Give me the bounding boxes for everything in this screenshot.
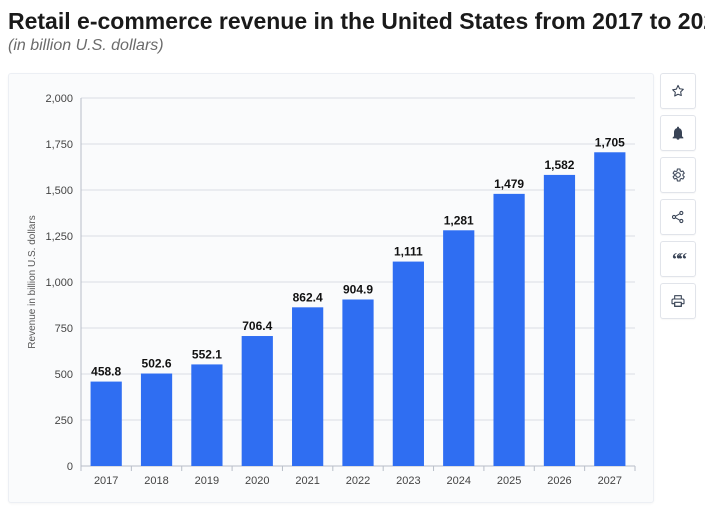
bar-value-label: 1,582 [544,158,574,172]
cite-button[interactable]: ““ [660,241,696,277]
page-title: Retail e-commerce revenue in the United … [8,8,705,35]
bell-icon [670,125,686,141]
bar [493,194,524,466]
y-tick-label: 0 [67,461,73,473]
x-tick-label: 2025 [497,475,521,487]
bar-value-label: 706.4 [242,319,272,333]
bar-value-label: 1,111 [394,245,423,259]
x-tick-label: 2017 [94,475,118,487]
share-icon [670,209,686,225]
bar [242,336,273,466]
y-tick-label: 750 [55,323,73,335]
notify-button[interactable] [660,115,696,151]
bar [91,382,122,466]
y-tick-label: 1,000 [45,277,73,289]
x-tick-label: 2022 [346,475,370,487]
bar [342,299,373,466]
x-tick-label: 2018 [144,475,168,487]
y-tick-label: 500 [55,369,73,381]
bar-value-label: 552.1 [192,347,222,361]
x-tick-label: 2021 [295,475,319,487]
bar [594,152,625,466]
star-icon [670,83,686,99]
chart-card: 0 250 500 750 1,000 1,250 1,500 1,750 2,000 Reven… [8,73,654,503]
y-axis-title: Revenue in billion U.S. dollars [27,215,38,348]
y-tick-label: 1,500 [45,185,73,197]
bar-value-label: 502.6 [142,357,172,371]
bar [443,230,474,466]
bar [141,374,172,466]
y-tick-label: 1,250 [45,231,73,243]
y-tick-label: 1,750 [45,139,73,151]
bar-value-label: 458.8 [91,365,121,379]
quote-icon: ““ [672,250,684,268]
x-tick-label: 2024 [446,475,470,487]
bar-value-label: 1,479 [494,177,524,191]
revenue-chart: 0 250 500 750 1,000 1,250 1,500 1,750 2,000 Reven… [19,88,641,492]
print-button[interactable] [660,283,696,319]
chart-toolbar: ““ [660,73,696,319]
bar [191,364,222,466]
favorite-button[interactable] [660,73,696,109]
y-tick-label: 250 [55,415,73,427]
x-tick-label: 2026 [547,475,571,487]
x-tick-label: 2027 [598,475,622,487]
page-subtitle: (in billion U.S. dollars) [8,37,705,55]
bar-value-label: 1,705 [595,135,625,149]
bar [292,307,323,466]
gear-icon [670,167,686,183]
bar [544,175,575,466]
bar [393,262,424,466]
bar-value-label: 904.9 [343,282,373,296]
settings-button[interactable] [660,157,696,193]
x-tick-label: 2019 [195,475,219,487]
share-button[interactable] [660,199,696,235]
print-icon [670,293,686,309]
x-tick-label: 2020 [245,475,269,487]
bar-value-label: 862.4 [293,290,323,304]
bar-value-label: 1,281 [444,213,474,227]
x-tick-label: 2023 [396,475,420,487]
y-tick-label: 2,000 [45,93,73,105]
